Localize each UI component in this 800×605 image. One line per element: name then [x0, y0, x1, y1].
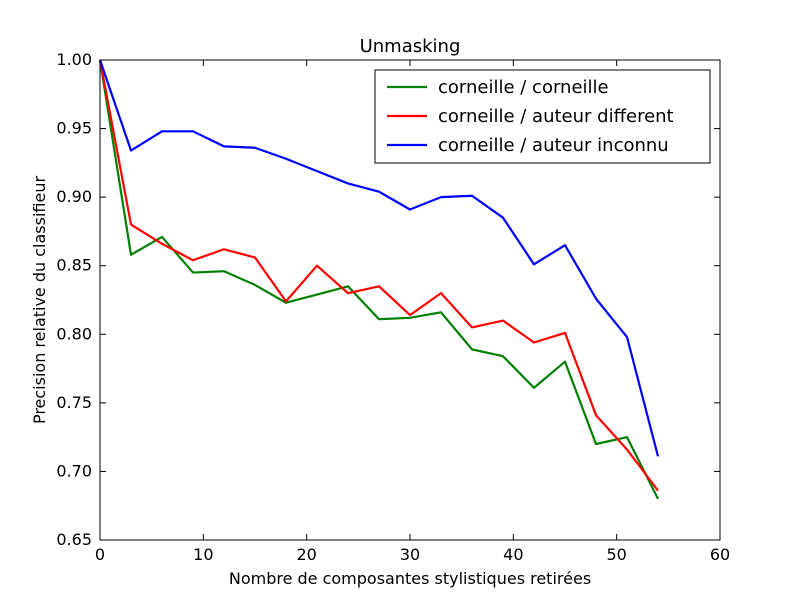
- x-tick-label: 40: [503, 545, 523, 564]
- y-tick-label: 0.85: [56, 256, 92, 275]
- x-tick-label: 60: [710, 545, 730, 564]
- y-tick-label: 0.90: [56, 187, 92, 206]
- legend-box: [374, 69, 711, 164]
- x-axis-label: Nombre de composantes stylistiques retir…: [229, 569, 591, 588]
- x-tick-label: 0: [95, 545, 105, 564]
- legend: corneille / corneille corneille / auteur …: [374, 69, 711, 164]
- chart-title: Unmasking: [360, 36, 461, 57]
- x-tick-label: 30: [400, 545, 420, 564]
- legend-label-3: corneille / auteur inconnu: [438, 135, 669, 156]
- series-line-3: [98, 59, 660, 457]
- x-tick-label: 10: [193, 545, 213, 564]
- x-tick-label: 20: [296, 545, 316, 564]
- y-axis-label: Precision relative du classifieur: [30, 176, 49, 425]
- series-line-2: [98, 59, 659, 492]
- y-tick-label: 0.70: [56, 461, 92, 480]
- x-tick-label: 50: [606, 545, 626, 564]
- y-tick-label: 1.00: [56, 50, 92, 69]
- y-tick-label: 0.75: [56, 393, 92, 412]
- legend-label-2: corneille / auteur different: [438, 106, 674, 127]
- y-tick-label: 0.65: [56, 530, 92, 549]
- y-tick-label: 0.95: [56, 119, 92, 138]
- y-tick-label: 0.80: [56, 324, 92, 343]
- series-line-1: [98, 59, 659, 500]
- legend-label-1: corneille / corneille: [438, 77, 609, 98]
